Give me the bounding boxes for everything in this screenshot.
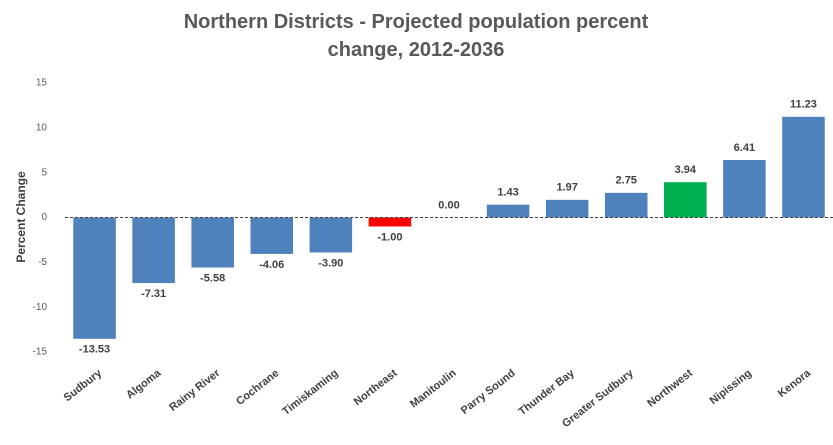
y-tick-label: 0 — [41, 212, 47, 223]
x-tick-label: Nipissing — [708, 367, 754, 407]
y-axis-label: Percent Change — [14, 171, 28, 263]
value-label: -5.58 — [200, 272, 225, 284]
bar — [310, 218, 353, 253]
chart: Northern Districts - Projected populatio… — [0, 0, 833, 445]
value-label: 2.75 — [616, 175, 637, 187]
bar — [369, 218, 412, 227]
x-tick-label: Northeast — [352, 367, 400, 408]
value-label: -4.06 — [259, 259, 284, 271]
y-tick-label: 5 — [41, 167, 47, 178]
value-label: -13.53 — [79, 344, 110, 356]
y-tick-label: -10 — [33, 302, 48, 313]
x-tick-label: Cochrane — [234, 367, 281, 408]
bar — [782, 117, 825, 218]
x-tick-label: Northwest — [645, 367, 695, 410]
x-tick-label: Manitoulin — [408, 367, 459, 410]
value-label: 1.43 — [497, 187, 518, 199]
value-label: -3.90 — [318, 257, 343, 269]
bar — [664, 182, 707, 217]
bar — [73, 218, 116, 339]
x-tick-label: Kenora — [776, 367, 814, 400]
y-tick-label: 10 — [36, 122, 48, 133]
x-tick-label: Algoma — [124, 367, 164, 402]
bar — [251, 218, 294, 254]
bar — [723, 160, 766, 217]
value-label: 11.23 — [790, 99, 817, 111]
x-tick-label: Timiskaming — [280, 367, 340, 418]
plot: Percent Change -15 -10 -5 0 5 10 15 -13.53 Sudbu… — [0, 0, 833, 445]
value-label: 3.94 — [675, 164, 697, 176]
x-tick-label: Thunder Bay — [516, 367, 577, 418]
value-label: -7.31 — [141, 288, 166, 300]
x-tick-label: Parry Sound — [459, 367, 518, 417]
bar — [605, 193, 648, 218]
y-tick-label: -5 — [38, 257, 47, 268]
value-label: 0.00 — [438, 199, 459, 211]
bar — [132, 218, 175, 284]
value-label: -1.00 — [377, 231, 402, 243]
y-tick-label: -15 — [33, 347, 48, 358]
bar — [191, 218, 234, 268]
x-tick-label: Rainy River — [167, 367, 223, 414]
bar — [487, 205, 530, 218]
y-tick-label: 15 — [36, 78, 48, 89]
value-label: 1.97 — [556, 182, 577, 194]
value-label: 6.41 — [734, 142, 755, 154]
bar — [546, 200, 589, 218]
x-tick-label: Sudbury — [62, 367, 105, 404]
